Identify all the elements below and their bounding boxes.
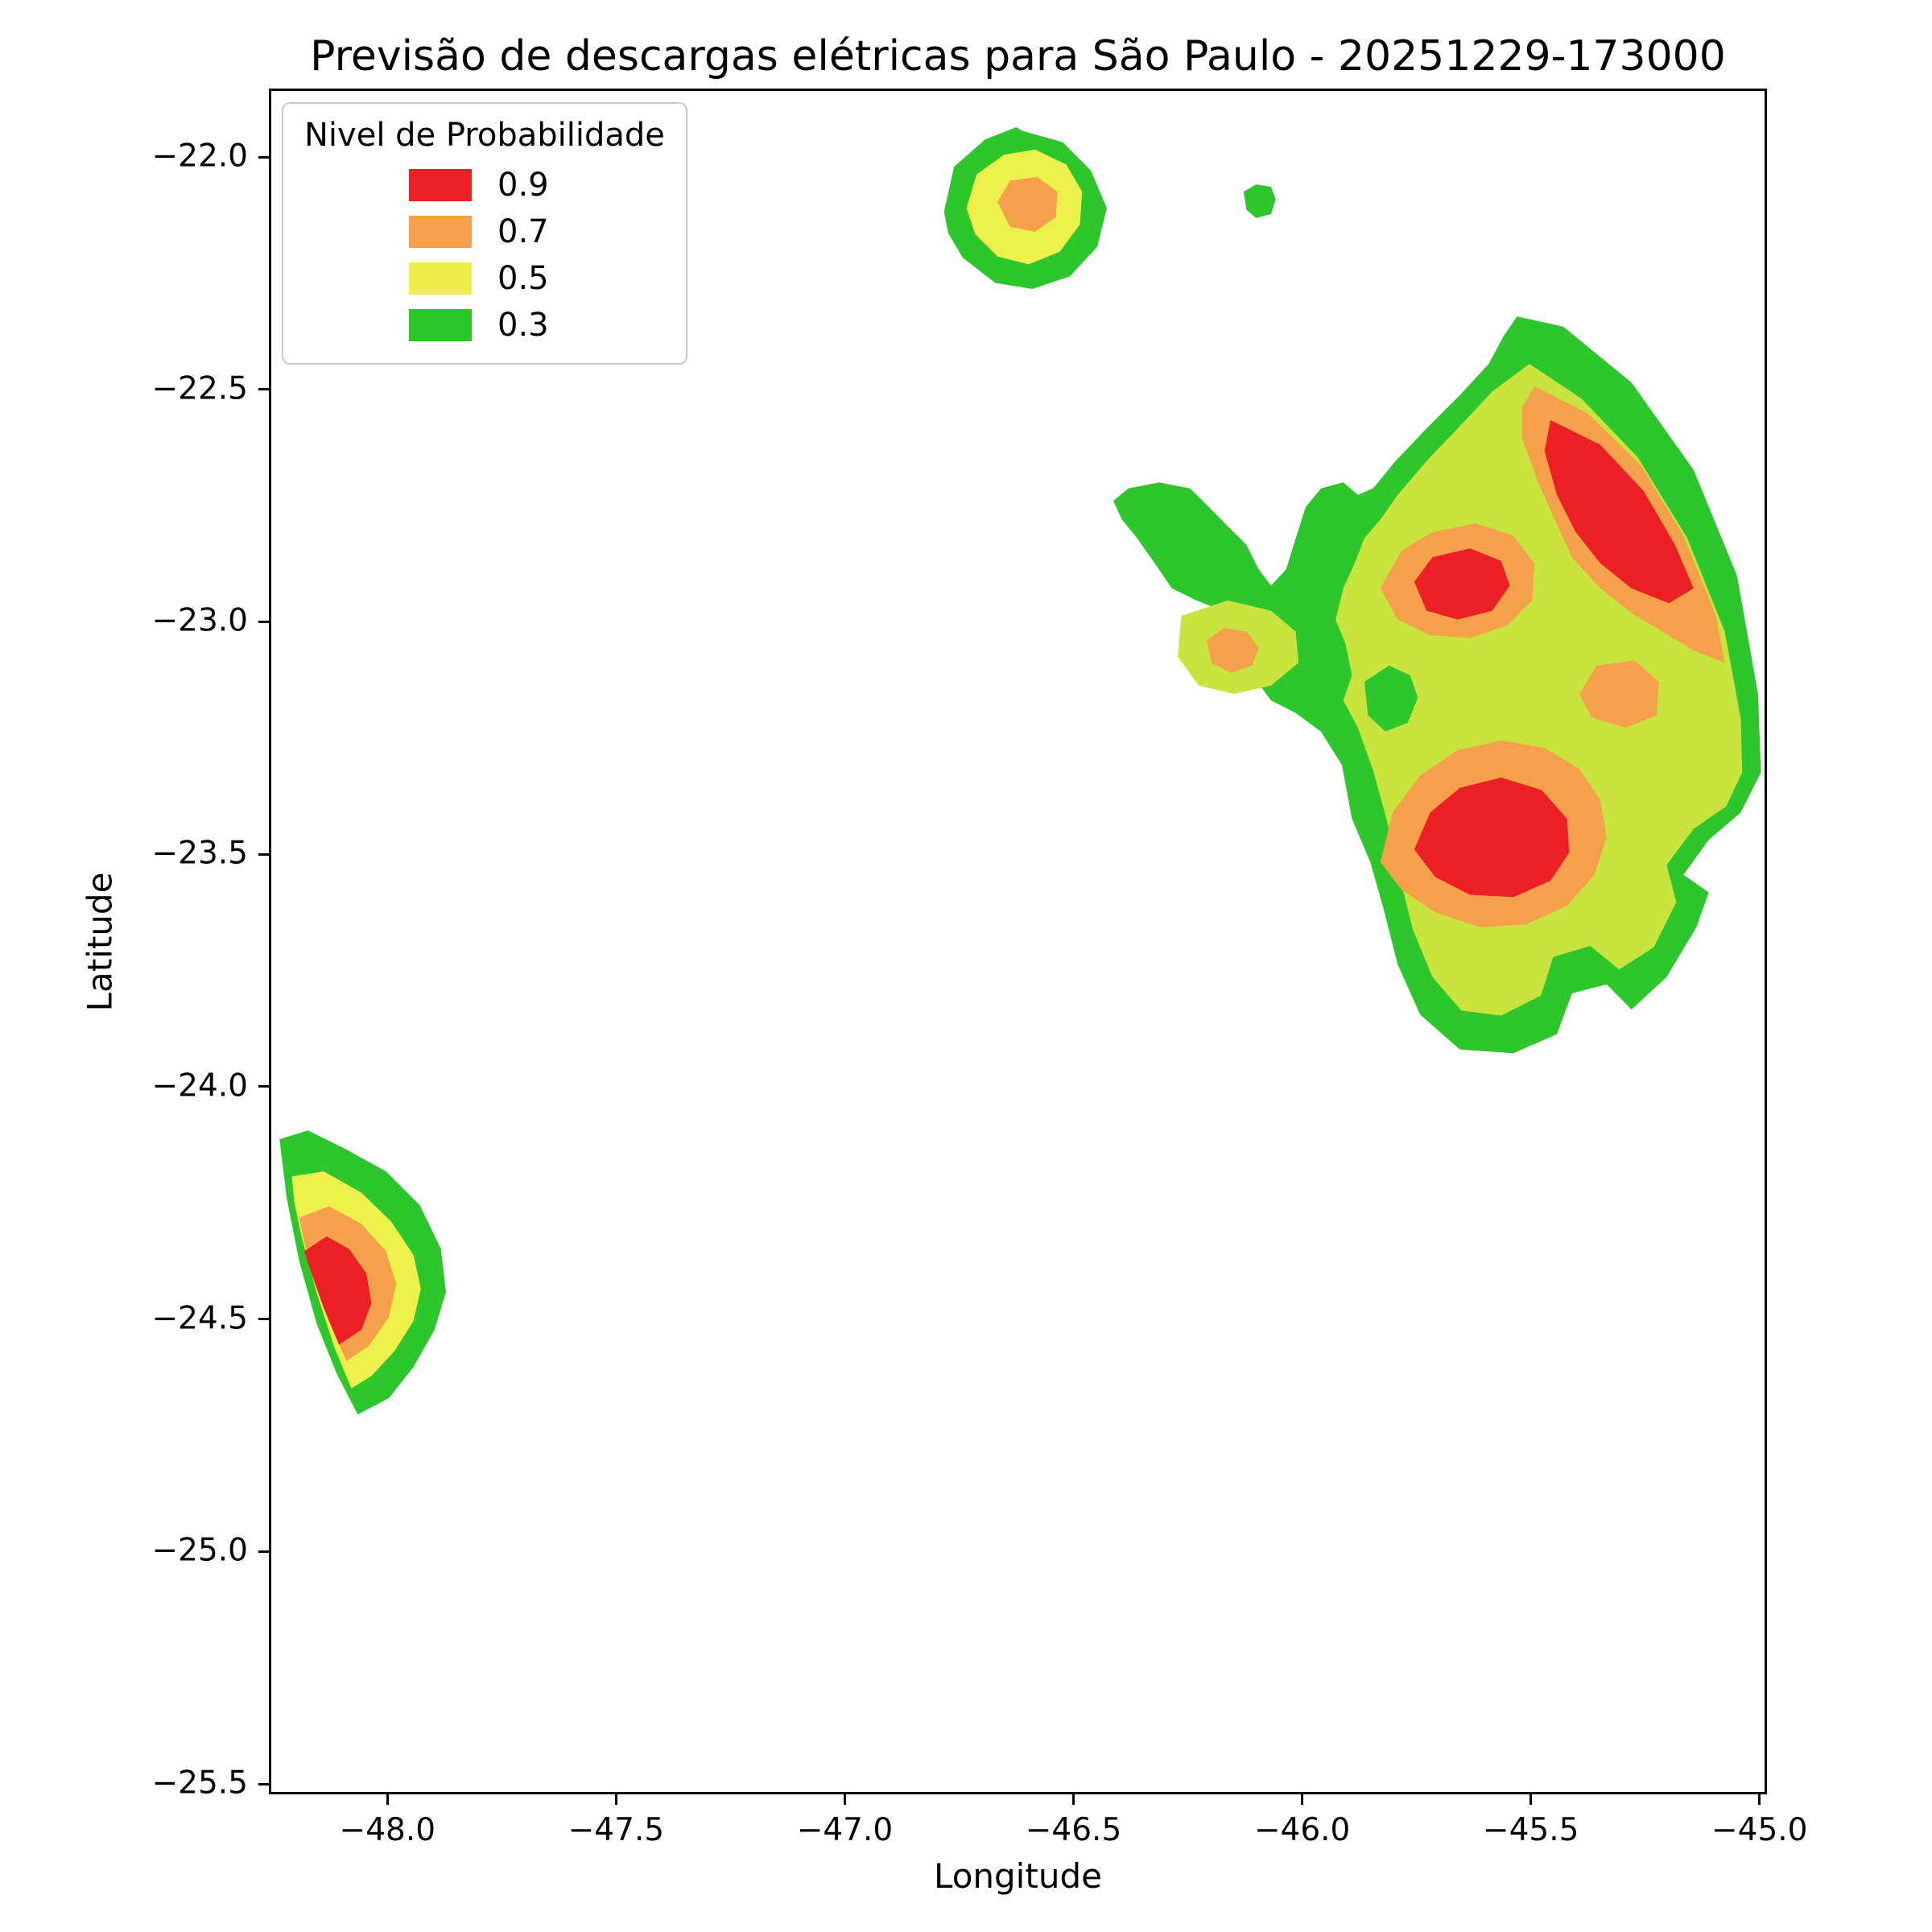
x-tick-mark (843, 1794, 846, 1805)
legend-title: Nivel de Probabilidade (304, 117, 665, 154)
x-tick-label: −48.0 (339, 1812, 436, 1848)
contour-region-southwest-cell-p09 (303, 1236, 372, 1345)
x-tick-label: −45.5 (1482, 1812, 1579, 1848)
legend-label: 0.9 (497, 167, 549, 204)
x-tick-mark (386, 1794, 389, 1805)
contour-region-north-dot-p03 (1243, 184, 1276, 218)
legend: Nivel de Probabilidade 0.9 0.7 0.5 0.3 (282, 102, 687, 365)
legend-item: 0.7 (304, 208, 665, 255)
contour-region-northeast-p09 (1544, 419, 1694, 604)
contour-region-central-p09 (1414, 548, 1510, 620)
x-tick-mark (1301, 1794, 1304, 1805)
legend-color-swatch (409, 169, 472, 201)
y-tick-mark (258, 1550, 269, 1553)
legend-item: 0.3 (304, 302, 665, 349)
x-axis-title: Longitude (934, 1856, 1102, 1896)
x-tick-label: −46.5 (1025, 1812, 1122, 1848)
legend-label: 0.7 (497, 213, 549, 250)
x-tick-label: −47.5 (568, 1812, 665, 1848)
contour-region-south-p09 (1414, 777, 1570, 898)
legend-items: 0.9 0.7 0.5 0.3 (304, 162, 665, 349)
y-tick-label: −25.5 (151, 1765, 248, 1802)
plot-area (269, 89, 1767, 1794)
y-tick-label: −23.0 (151, 603, 248, 640)
legend-color-swatch (409, 262, 472, 295)
legend-label: 0.3 (497, 307, 549, 344)
y-tick-mark (258, 1318, 269, 1321)
y-tick-label: −25.0 (151, 1533, 248, 1570)
legend-color-swatch (409, 309, 472, 341)
legend-color-swatch (409, 216, 472, 248)
y-tick-label: −22.5 (151, 370, 248, 407)
y-axis-title: Latitude (80, 872, 120, 1012)
x-tick-label: −46.0 (1253, 1812, 1351, 1848)
x-tick-mark (1758, 1794, 1761, 1805)
y-tick-label: −24.5 (151, 1300, 248, 1337)
x-tick-mark (1530, 1794, 1533, 1805)
x-tick-label: −45.0 (1711, 1812, 1808, 1848)
contour-region-east-small-p07 (1579, 660, 1659, 729)
contour-region-north-cell-p07 (997, 176, 1058, 232)
y-tick-mark (258, 155, 269, 159)
y-tick-mark (258, 1782, 269, 1785)
y-tick-mark (258, 1085, 269, 1088)
chart-title: Previsão de descargas elétricas para São… (310, 32, 1726, 80)
x-tick-mark (1072, 1794, 1075, 1805)
y-tick-mark (258, 852, 269, 856)
x-axis: −48.0 −47.5 −47.0 −46.5 −46.0 −45.5 −45.0 (271, 1794, 1808, 1891)
y-tick-label: −22.0 (151, 138, 248, 175)
contour-map (279, 127, 1761, 1415)
y-tick-mark (258, 620, 269, 623)
y-tick-mark (258, 388, 269, 391)
contour-region-interior-green-island-p03 (1364, 665, 1418, 732)
y-axis: −22.0 −22.5 −23.0 −23.5 −24.0 −24.5 −25.0 −25.5 (0, 91, 269, 1802)
legend-item: 0.5 (304, 255, 665, 302)
x-tick-mark (614, 1794, 617, 1805)
contour-region-west-arm-p07 (1206, 628, 1259, 673)
legend-item: 0.9 (304, 162, 665, 208)
x-tick-label: −47.0 (796, 1812, 894, 1848)
y-tick-label: −24.0 (151, 1067, 248, 1104)
legend-label: 0.5 (497, 260, 549, 297)
y-tick-label: −23.5 (151, 835, 248, 872)
